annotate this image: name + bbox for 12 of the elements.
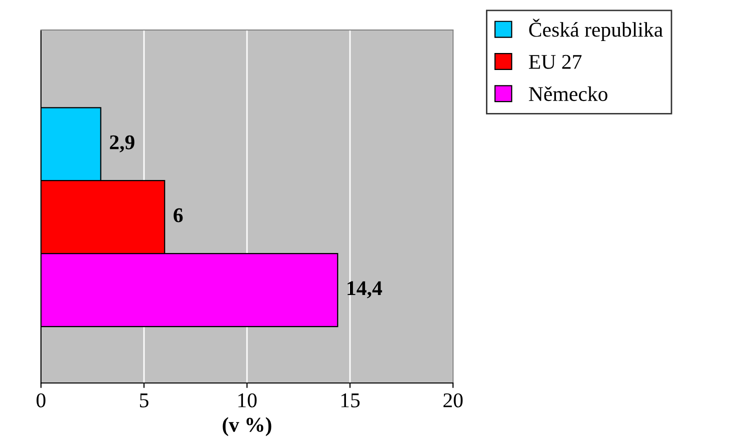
data-label: 2,9 — [110, 135, 134, 152]
legend-label: Česká republika — [529, 18, 663, 42]
legend-label: Německo — [528, 86, 608, 102]
data-label: 14,4 — [348, 281, 382, 298]
x-tick-label: 15 — [341, 393, 360, 408]
data-label: 6 — [174, 208, 183, 222]
x-tick-label: 0 — [36, 393, 46, 408]
legend-label: EU 27 — [528, 54, 582, 69]
x-axis-title: (v %) — [222, 417, 272, 436]
x-tick-label: 20 — [444, 393, 463, 408]
x-tick-label: 5 — [140, 394, 148, 408]
x-tick-label: 10 — [238, 393, 257, 408]
